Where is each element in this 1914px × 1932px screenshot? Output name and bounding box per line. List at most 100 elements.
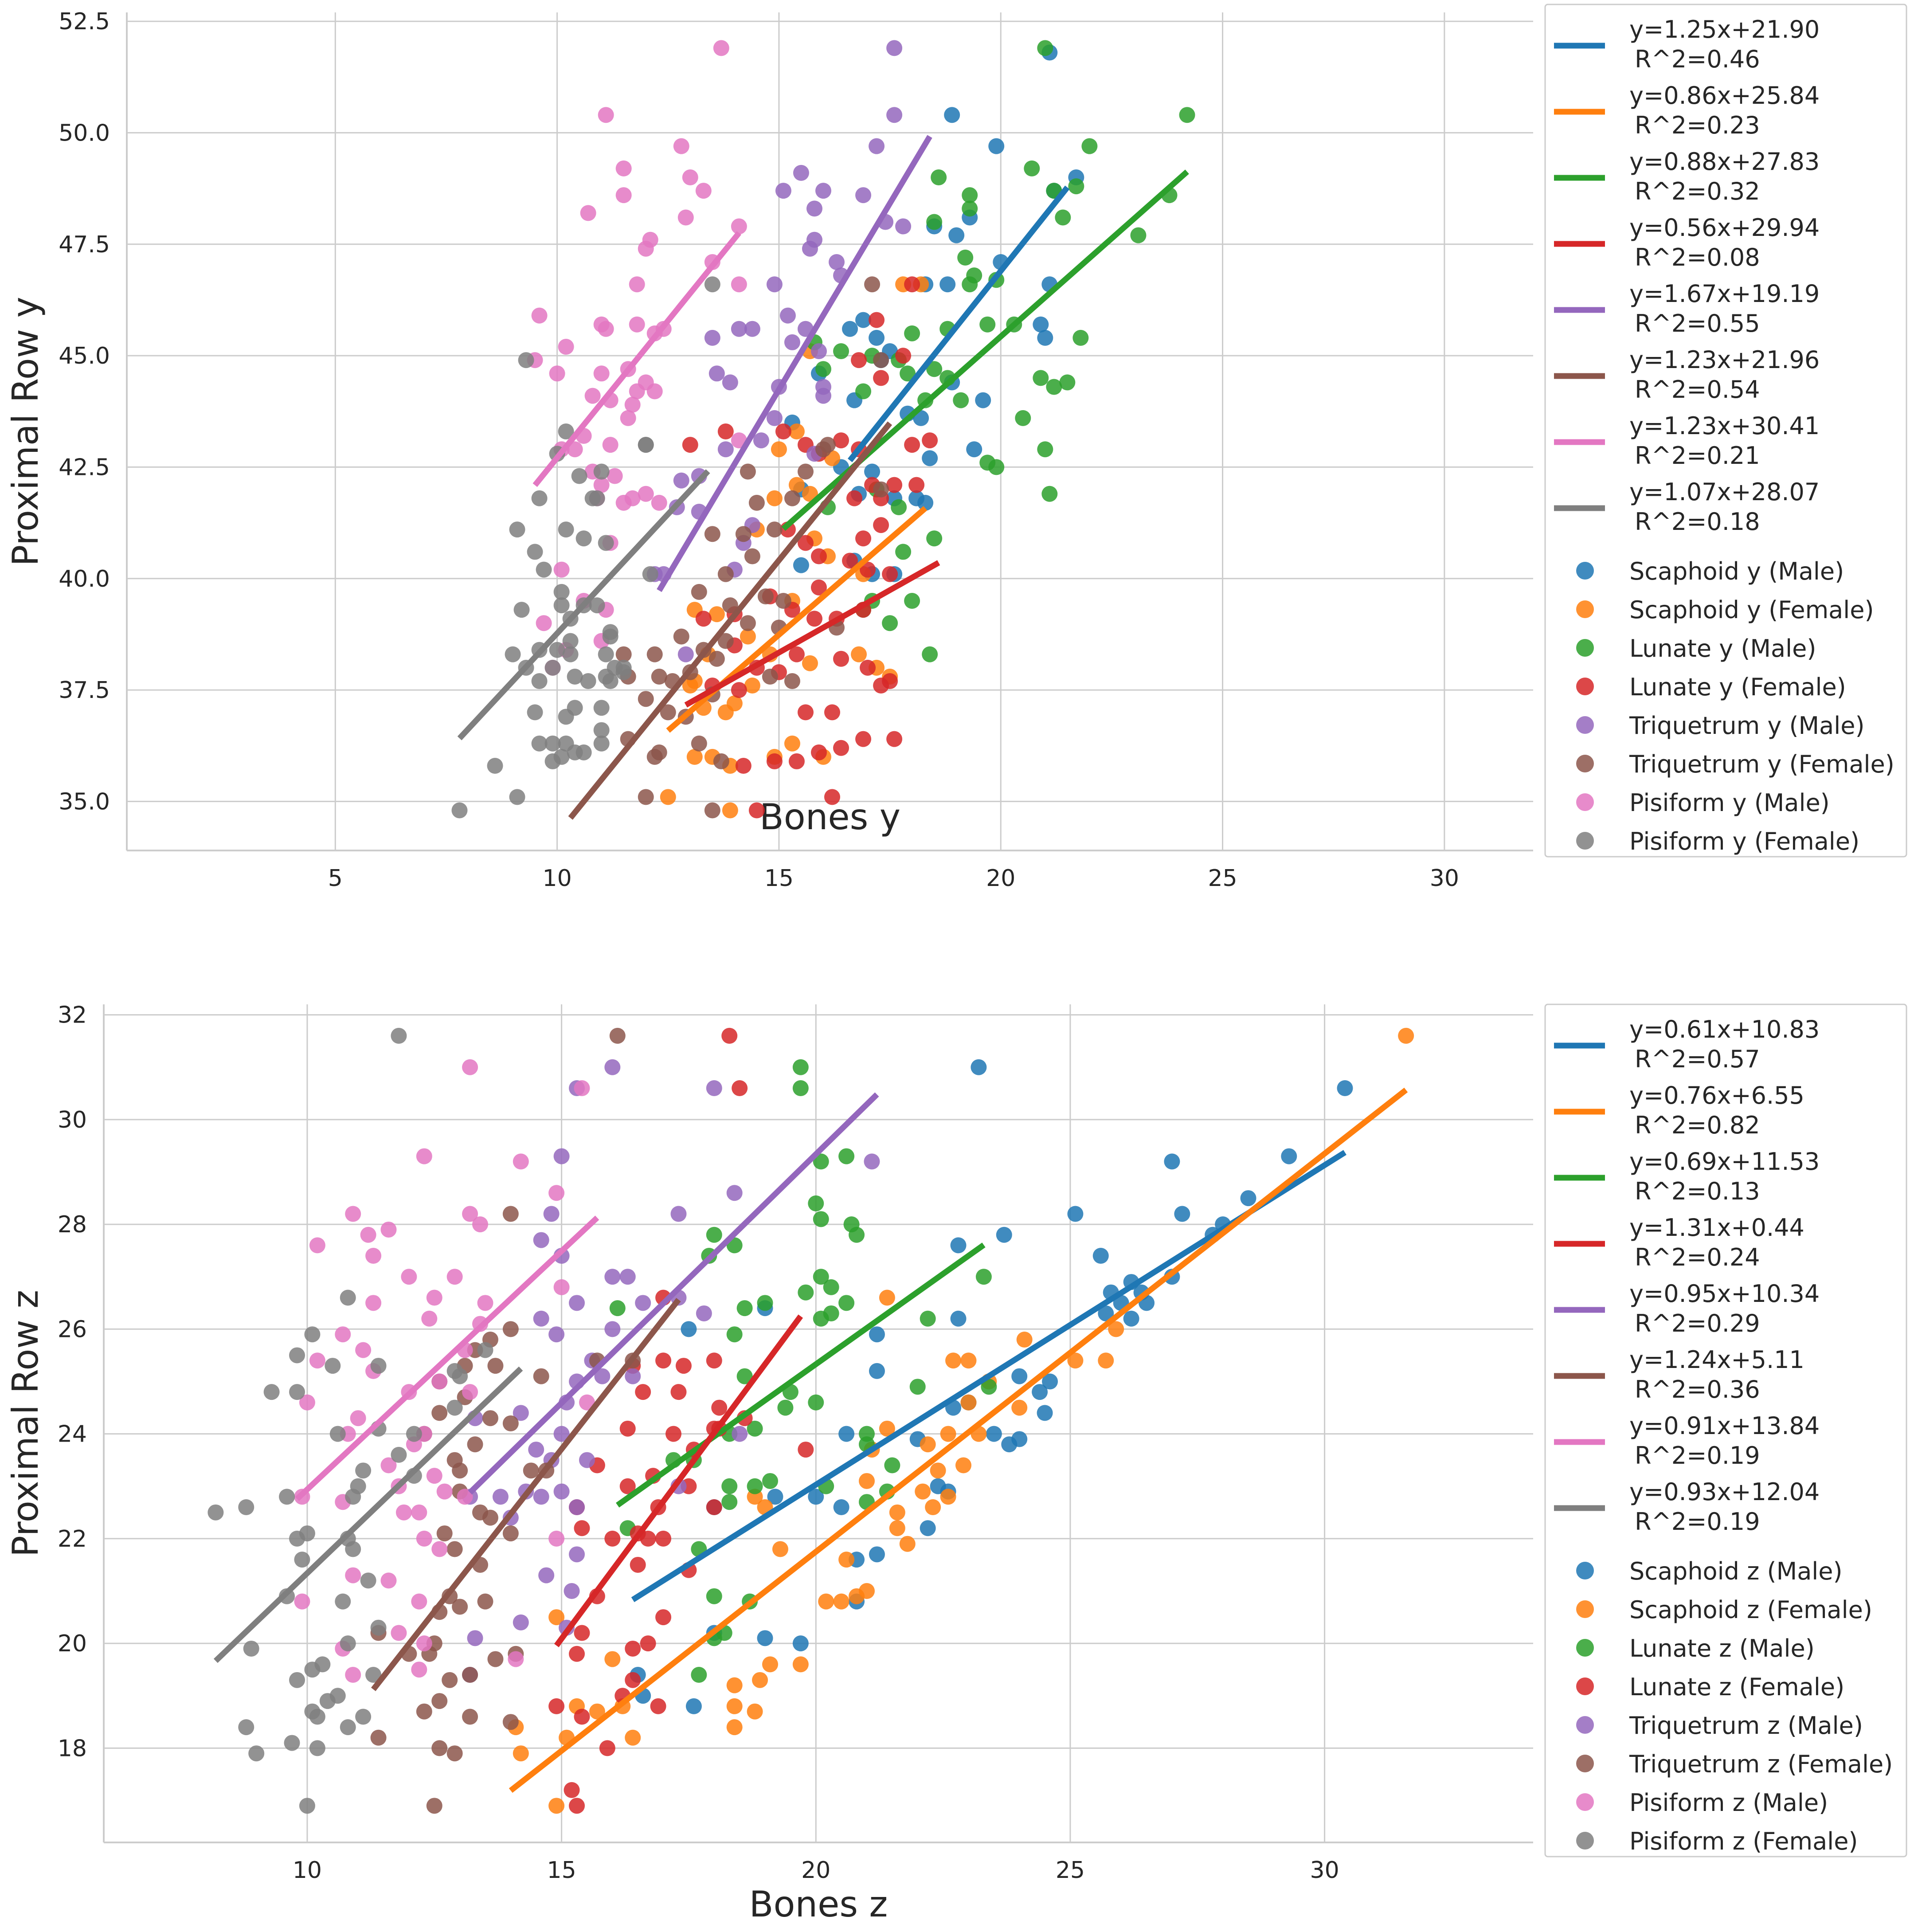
data-point <box>594 1368 611 1384</box>
data-point <box>704 329 720 346</box>
data-point <box>748 494 765 511</box>
data-point <box>360 1227 376 1243</box>
data-point <box>411 1662 427 1678</box>
legend-frame <box>1544 4 1907 858</box>
data-point <box>706 1588 722 1604</box>
data-point <box>370 1619 387 1636</box>
legend-fit-r2: R^2=0.54 <box>1635 376 1760 404</box>
legend-fit-r2: R^2=0.21 <box>1635 442 1760 470</box>
data-point <box>855 312 872 328</box>
legend-marker-swatch <box>1576 1755 1594 1772</box>
legend-series-label: Lunate z (Female) <box>1629 1673 1844 1701</box>
data-point <box>536 615 552 631</box>
data-point <box>548 1609 565 1626</box>
data-point <box>682 437 698 453</box>
data-point <box>502 1321 519 1337</box>
y-axis-label: Proximal Row z <box>5 1290 46 1557</box>
legend-fit-equation: y=1.07x+28.07 <box>1629 478 1820 506</box>
data-point <box>513 1405 529 1421</box>
data-point <box>527 544 543 560</box>
data-point <box>788 477 805 493</box>
legend-fit-equation: y=0.69x+11.53 <box>1629 1148 1820 1176</box>
fit-line <box>213 1366 523 1663</box>
data-point <box>904 437 920 453</box>
y-tick-label: 42.5 <box>59 454 110 481</box>
data-point <box>677 646 694 662</box>
data-point <box>869 138 885 154</box>
data-point <box>766 276 783 293</box>
data-point <box>446 1363 463 1379</box>
data-point <box>625 1729 641 1746</box>
legend-marker-swatch <box>1576 1793 1594 1811</box>
data-point <box>482 1509 498 1526</box>
data-point <box>615 494 632 511</box>
data-point <box>598 535 614 551</box>
data-point <box>638 691 654 707</box>
data-point <box>806 200 822 217</box>
legend-fit-r2: R^2=0.29 <box>1635 1309 1760 1337</box>
fit-line <box>371 1297 681 1691</box>
data-point <box>792 1080 809 1096</box>
data-point <box>589 597 605 614</box>
data-point <box>593 463 610 480</box>
tick-labels: 5 10 15 20 25 30 35.0 37.5 40.0 42.5 45.0 47.5 50.0 5… <box>59 8 1459 892</box>
data-point <box>619 1269 636 1285</box>
legend-fit-r2: R^2=0.46 <box>1635 45 1760 73</box>
data-point <box>833 740 849 756</box>
data-point <box>548 1326 565 1343</box>
legend: y=0.61x+10.83R^2=0.57 y=0.76x+6.55R^2=0.8… <box>1544 1003 1907 1858</box>
x-tick-label: 15 <box>764 865 794 892</box>
data-point <box>886 477 903 493</box>
data-point <box>635 1295 651 1311</box>
data-point <box>575 530 592 547</box>
data-point <box>744 678 760 694</box>
legend-marker-swatch <box>1576 1677 1594 1695</box>
data-point <box>299 1394 315 1411</box>
data-point <box>553 561 570 578</box>
legend-marker-swatch <box>1576 1639 1594 1657</box>
y-axis-label: Proximal Row y <box>5 297 46 566</box>
data-point <box>713 40 729 56</box>
data-point <box>792 1656 809 1673</box>
x-tick-label: 25 <box>1208 865 1237 892</box>
data-point <box>593 735 610 752</box>
data-point <box>289 1347 305 1364</box>
data-point <box>391 1625 407 1641</box>
y-tick-label: 37.5 <box>59 677 110 704</box>
data-point <box>571 468 587 484</box>
y-tick-label: 24 <box>58 1421 87 1448</box>
data-point <box>564 1583 580 1599</box>
data-point <box>858 1473 875 1489</box>
data-point <box>732 1426 748 1442</box>
data-point <box>793 557 809 573</box>
legend-series-label: Pisiform z (Female) <box>1629 1827 1858 1855</box>
legend-marker-swatch <box>1576 1562 1594 1579</box>
data-point <box>426 1468 442 1484</box>
data-point <box>436 1525 453 1542</box>
legend-fit-r2: R^2=0.24 <box>1635 1243 1760 1271</box>
data-point <box>544 735 561 752</box>
data-point <box>740 615 756 631</box>
data-point <box>879 1289 895 1306</box>
data-point <box>509 789 525 805</box>
data-point <box>855 383 872 400</box>
data-point <box>788 646 805 662</box>
data-point <box>431 1541 448 1557</box>
x-tick-label: 20 <box>801 1857 830 1884</box>
legend-marker-swatch <box>1576 600 1594 618</box>
data-point <box>695 183 712 199</box>
data-point <box>740 463 756 480</box>
data-point <box>462 1667 478 1683</box>
data-point <box>635 1384 651 1400</box>
data-point <box>766 490 783 506</box>
data-point <box>1011 1368 1028 1384</box>
chart-panel-bottom: 10 15 20 25 30 18 20 22 24 26 28 30 32 Bones z Proxima… <box>5 1002 1907 1925</box>
data-point <box>1068 178 1084 195</box>
data-point <box>558 338 574 355</box>
legend-fit-r2: R^2=0.55 <box>1635 310 1760 337</box>
data-point <box>858 1583 875 1599</box>
data-point <box>838 1426 855 1442</box>
data-point <box>370 1729 387 1746</box>
data-point <box>238 1499 254 1515</box>
data-point <box>411 1504 427 1521</box>
